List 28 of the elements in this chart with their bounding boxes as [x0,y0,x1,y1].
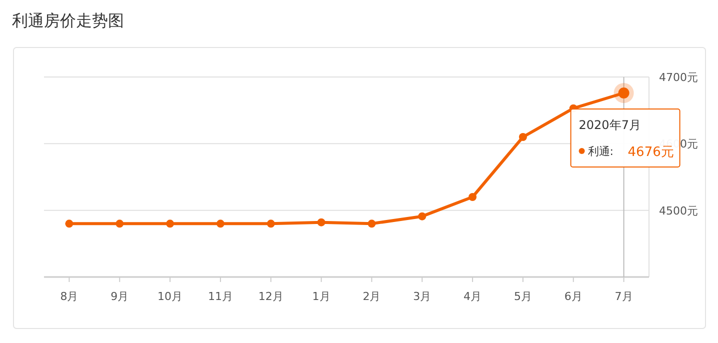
x-tick-label: 9月 [110,290,129,303]
point [368,220,376,228]
point [418,212,426,220]
x-tick-label: 10月 [158,290,183,303]
point [116,220,124,228]
x-tick-label: 1月 [312,290,330,303]
point [266,220,275,228]
x-tick-label: 11月 [208,290,233,303]
chart-title: 利通房价走势图 [12,11,124,30]
point [518,133,527,141]
y-tick-label: 4500元 [659,204,698,218]
annotation: 2020年7月 [578,118,641,132]
point [317,218,326,226]
x-tick-label: 7月 [614,290,633,303]
x-tick-label: 5月 [514,290,532,303]
x-tick-label: 3月 [413,290,432,303]
annotation: 4676元 [628,145,674,160]
x-tick-label: 4月 [464,290,482,303]
annotation: 利通: [588,145,614,158]
x-tick-label: 8月 [60,290,78,303]
point [216,220,224,228]
point [65,220,74,228]
point [166,220,174,228]
x-tick-label: 12月 [258,290,284,303]
x-tick-label: 2月 [362,290,381,303]
y-tick-label: 4700元 [659,71,698,84]
x-tick-label: 6月 [564,290,582,303]
point [468,193,477,201]
